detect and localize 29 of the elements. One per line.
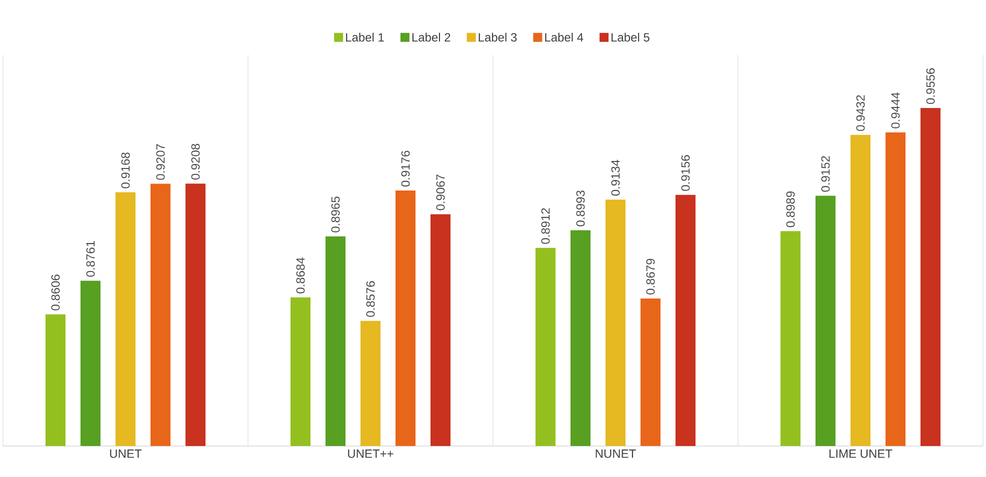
data-label: 0.8989 bbox=[786, 192, 795, 228]
data-label: 0.8912 bbox=[541, 208, 550, 244]
data-label: 0.8679 bbox=[646, 258, 655, 294]
data-label: 0.9168 bbox=[121, 152, 130, 188]
data-label: 0.9156 bbox=[681, 155, 690, 191]
data-label: 0.8965 bbox=[331, 196, 340, 232]
data-label: 0.9134 bbox=[611, 160, 620, 196]
data-label: 0.9152 bbox=[821, 156, 830, 192]
data-label: 0.9208 bbox=[191, 144, 200, 180]
data-label: 0.9176 bbox=[401, 150, 410, 187]
legend-label: Label 4 bbox=[545, 32, 584, 42]
data-label: 0.8606 bbox=[51, 274, 60, 310]
x-tick-label: UNET bbox=[110, 450, 142, 458]
data-label: 0.9207 bbox=[156, 144, 165, 180]
x-tick-label: NUNET bbox=[596, 450, 636, 458]
legend-label: Label 3 bbox=[478, 32, 517, 42]
data-label: 0.8993 bbox=[576, 190, 585, 226]
legend-label: Label 5 bbox=[612, 32, 650, 42]
data-label: 0.9444 bbox=[891, 92, 900, 128]
legend-label: Label 2 bbox=[412, 32, 450, 42]
data-label: 0.8761 bbox=[86, 241, 95, 277]
data-label: 0.8684 bbox=[296, 258, 305, 294]
data-label: 0.8576 bbox=[366, 281, 375, 317]
legend-label: Label 1 bbox=[346, 32, 384, 42]
data-label: 0.9067 bbox=[436, 174, 445, 210]
x-tick-label: UNET++ bbox=[348, 450, 394, 458]
x-tick-label: LIME UNET bbox=[829, 450, 892, 458]
data-label: 0.9556 bbox=[926, 68, 935, 104]
data-label: 0.9432 bbox=[856, 95, 865, 131]
